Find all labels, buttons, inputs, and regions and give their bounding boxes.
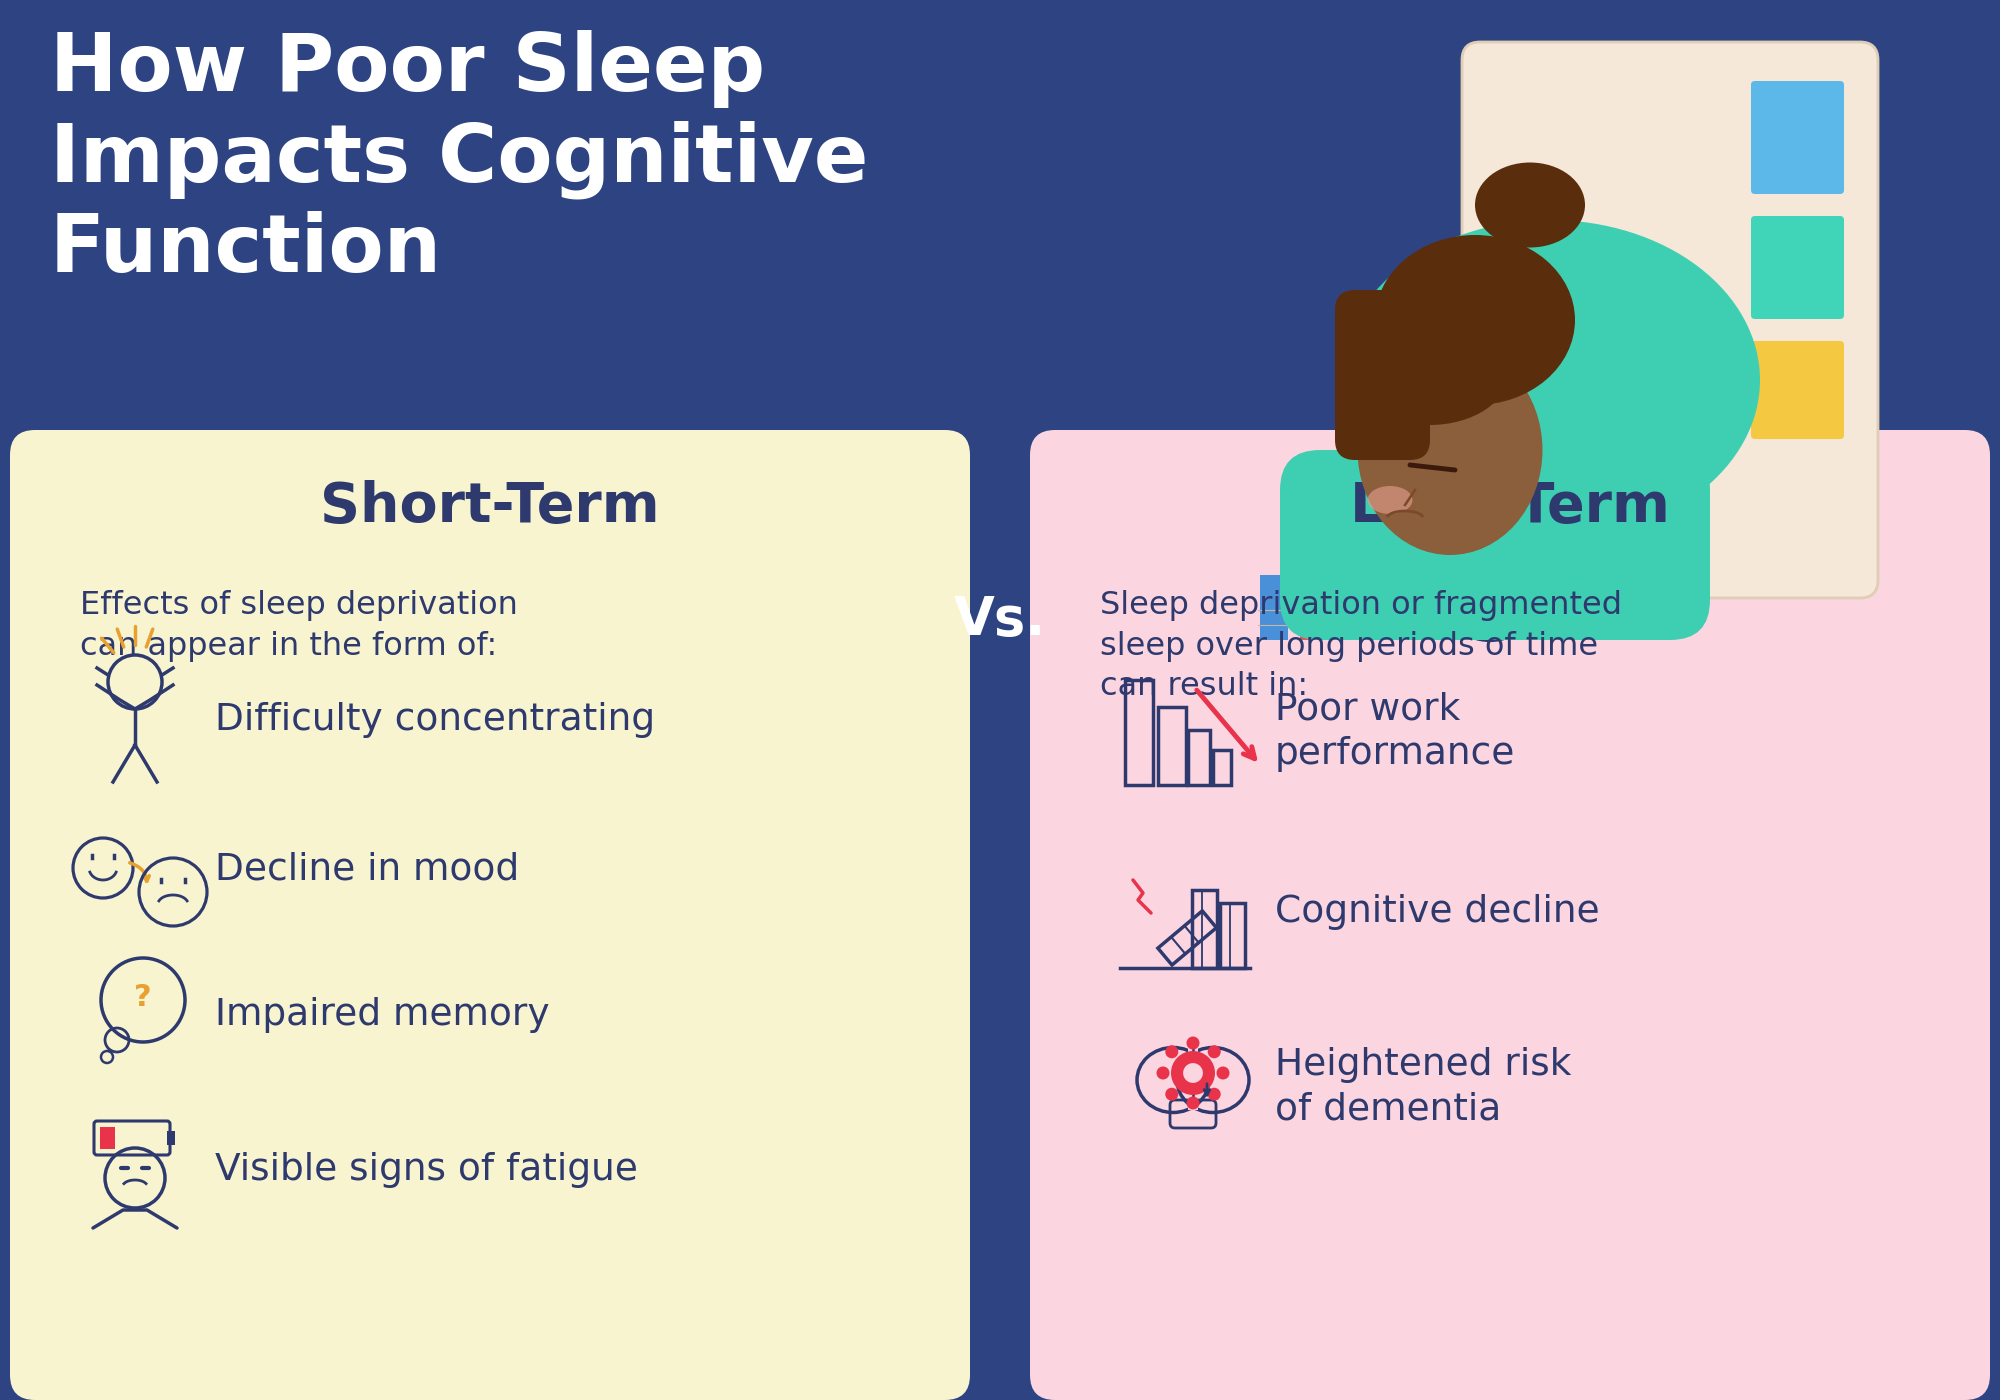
Text: Short-Term: Short-Term — [320, 480, 660, 533]
Text: Difficulty concentrating: Difficulty concentrating — [216, 701, 656, 738]
FancyBboxPatch shape — [1030, 430, 1990, 1400]
Bar — [168, 1131, 176, 1145]
Circle shape — [1184, 1063, 1202, 1084]
Bar — [1188, 729, 1210, 785]
Bar — [1124, 680, 1152, 785]
FancyBboxPatch shape — [1752, 81, 1844, 195]
FancyBboxPatch shape — [1752, 216, 1844, 319]
Text: ?: ? — [134, 983, 152, 1011]
Circle shape — [1186, 1096, 1200, 1109]
Bar — [1260, 575, 1288, 640]
Circle shape — [1172, 1051, 1216, 1095]
Bar — [1220, 903, 1244, 967]
Bar — [1188, 1040, 1198, 1110]
Text: Sleep deprivation or fragmented
sleep over long periods of time
can result in:: Sleep deprivation or fragmented sleep ov… — [1100, 589, 1622, 703]
FancyBboxPatch shape — [1462, 42, 1878, 598]
Circle shape — [1216, 1067, 1230, 1079]
Text: Decline in mood: Decline in mood — [216, 853, 520, 888]
Text: Heightened risk
of dementia: Heightened risk of dementia — [1276, 1047, 1572, 1127]
Text: Long-Term: Long-Term — [1350, 480, 1670, 533]
Text: Impaired memory: Impaired memory — [216, 997, 550, 1033]
Bar — [1212, 750, 1232, 785]
Ellipse shape — [1476, 162, 1584, 248]
Text: Effects of sleep deprivation
can appear in the form of:: Effects of sleep deprivation can appear … — [80, 589, 518, 662]
Text: Vs.: Vs. — [954, 594, 1046, 645]
Ellipse shape — [1340, 220, 1760, 540]
FancyBboxPatch shape — [10, 430, 970, 1400]
Bar — [1158, 707, 1186, 785]
Circle shape — [1208, 1046, 1220, 1058]
Circle shape — [1166, 1088, 1178, 1100]
Circle shape — [1208, 1088, 1220, 1100]
FancyBboxPatch shape — [1336, 290, 1430, 461]
Ellipse shape — [1368, 486, 1412, 514]
FancyBboxPatch shape — [1382, 503, 1598, 678]
Text: Poor work
performance: Poor work performance — [1276, 692, 1516, 773]
Ellipse shape — [1350, 315, 1510, 426]
Ellipse shape — [1358, 344, 1542, 554]
Bar — [1300, 595, 1328, 640]
Bar — [100, 1127, 114, 1149]
Circle shape — [1156, 1067, 1170, 1079]
Circle shape — [1166, 1046, 1178, 1058]
Text: How Poor Sleep
Impacts Cognitive
Function: How Poor Sleep Impacts Cognitive Functio… — [50, 29, 868, 288]
FancyBboxPatch shape — [1232, 487, 1468, 658]
FancyBboxPatch shape — [1280, 449, 1710, 640]
Bar — [1340, 560, 1368, 640]
Ellipse shape — [1376, 235, 1576, 405]
Circle shape — [1186, 1036, 1200, 1050]
FancyBboxPatch shape — [1752, 342, 1844, 440]
Bar — [1192, 890, 1216, 967]
Text: Visible signs of fatigue: Visible signs of fatigue — [216, 1152, 638, 1189]
Text: Cognitive decline: Cognitive decline — [1276, 895, 1600, 930]
